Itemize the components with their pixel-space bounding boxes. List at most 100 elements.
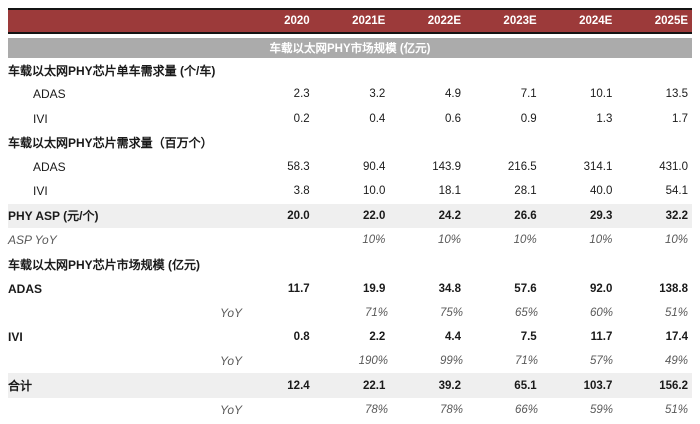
year-column-header-2021e: 2021E [352,15,386,27]
cell-value: 59% [590,403,614,416]
cell-value: 19.9 [362,282,386,295]
cell-value: 7.5 [520,331,537,344]
table-title-bar: 车载以太网PHY市场规模 (亿元) [8,38,692,58]
cell-value: 18.1 [438,185,462,198]
year-column-header-2023e: 2023E [503,15,537,27]
row-label: IVI [33,184,48,199]
cell-value: 0.6 [445,112,462,125]
table-row: YoY 71% 75% 65% 60% 51% [8,301,692,325]
row-label: YoY [220,354,243,369]
cell-value: 78% [365,403,389,416]
cell-value: 10% [665,233,689,246]
cell-value: 431.0 [659,161,689,174]
cell-value: 3.2 [369,88,386,101]
cell-value: 58.3 [287,161,310,174]
cell-value: 216.5 [507,161,537,174]
cell-value: 99% [440,355,464,368]
cell-value: 10% [513,233,537,246]
row-label: YoY [220,305,243,320]
table-row: ADAS 11.7 19.9 34.8 57.6 92.0 138.8 [8,276,692,300]
cell-value: 22.0 [362,209,386,222]
cell-value: 57% [590,355,614,368]
cell-value: 2.2 [369,331,386,344]
table-title: 车载以太网PHY市场规模 (亿元) [269,43,431,55]
cell-value: 66% [515,403,539,416]
cell-value: 7.1 [520,88,537,101]
phy-market-table: 2020 2021E 2022E 2023E 2024E 2025E 车载以太网… [8,8,692,422]
table-row: 车载以太网PHY芯片单车需求量 (个/车) [8,58,692,82]
cell-value: 39.2 [438,379,462,392]
cell-value: 26.6 [514,209,537,222]
cell-value: 103.7 [583,379,613,392]
cell-value: 10.0 [362,185,386,198]
table-row: IVI 0.8 2.2 4.4 7.5 11.7 17.4 [8,325,692,349]
row-label: PHY ASP (元/个) [8,209,99,224]
cell-value: 156.2 [659,379,689,392]
cell-value: 0.4 [369,112,386,125]
cell-value: 0.9 [520,112,537,125]
cell-value: 32.2 [665,209,689,222]
year-column-header-2022e: 2022E [427,15,462,27]
cell-value: 10% [362,233,386,246]
table-body: 车载以太网PHY芯片单车需求量 (个/车) ADAS 2.3 3.2 4.9 7.1 10.… [8,58,692,422]
table-row: PHY ASP (元/个) 20.0 22.0 24.2 26.6 29.3 32.2 [8,203,692,228]
cell-value: 78% [440,403,464,416]
cell-value: 12.4 [287,379,310,392]
cell-value: 10% [437,233,462,246]
cell-value: 51% [665,306,689,319]
row-label: ADAS [8,281,43,296]
table-row: 车载以太网PHY芯片需求量（百万个） [8,131,692,155]
top-rule [8,8,692,10]
row-label: IVI [8,330,23,345]
row-label: ADAS [33,160,66,175]
table-row: YoY 190% 99% 71% 57% 49% [8,349,692,373]
cell-value: 2.3 [293,88,310,101]
cell-value: 1.7 [672,112,689,125]
cell-value: 1.3 [596,112,613,125]
cell-value: 60% [590,306,614,319]
row-label: 车载以太网PHY芯片单车需求量 (个/车) [8,63,216,78]
cell-value: 138.8 [659,282,689,295]
cell-value: 29.3 [589,209,613,222]
cell-value: 34.8 [438,282,462,295]
cell-value: 57.6 [514,282,537,295]
cell-value: 11.7 [287,282,310,295]
cell-value: 71% [365,306,389,319]
table-row: ADAS 2.3 3.2 4.9 7.1 10.1 13.5 [8,82,692,106]
cell-value: 65% [515,306,539,319]
row-label: YoY [220,402,243,417]
cell-value: 143.9 [432,161,462,174]
cell-value: 190% [358,355,389,368]
cell-value: 22.1 [362,379,386,392]
table-row: 合计 12.4 22.1 39.2 65.1 103.7 156.2 [8,373,692,398]
row-label: ASP YoY [8,232,57,247]
row-label: 车载以太网PHY芯片市场规模 (亿元) [8,257,201,272]
year-header-row: 2020 2021E 2022E 2023E 2024E 2025E [8,10,692,34]
table-row: IVI 0.2 0.4 0.6 0.9 1.3 1.7 [8,107,692,131]
cell-value: 0.8 [293,331,310,344]
cell-value: 24.2 [438,209,462,222]
cell-value: 75% [440,306,464,319]
table-row: YoY 78% 78% 66% 59% 51% [8,398,692,422]
year-column-header-2024e: 2024E [579,15,613,27]
cell-value: 0.2 [293,112,310,125]
year-column-header-2020: 2020 [284,15,310,27]
cell-value: 314.1 [583,161,613,174]
cell-value: 4.4 [445,331,462,344]
cell-value: 28.1 [514,185,537,198]
cell-value: 3.8 [293,185,310,198]
table-row: 车载以太网PHY芯片市场规模 (亿元) [8,252,692,276]
table-row: ADAS 58.3 90.4 143.9 216.5 314.1 431.0 [8,155,692,179]
row-label: 合计 [8,379,33,394]
cell-value: 92.0 [589,282,613,295]
cell-value: 90.4 [362,161,386,174]
cell-value: 49% [665,355,689,368]
cell-value: 51% [665,403,689,416]
row-label: ADAS [33,87,66,102]
cell-value: 10.1 [589,88,613,101]
cell-value: 65.1 [514,379,537,392]
table-row: ASP YoY 10% 10% 10% 10% 10% [8,228,692,252]
row-label: IVI [33,111,48,126]
cell-value: 17.4 [665,331,689,344]
cell-value: 11.7 [590,331,613,344]
